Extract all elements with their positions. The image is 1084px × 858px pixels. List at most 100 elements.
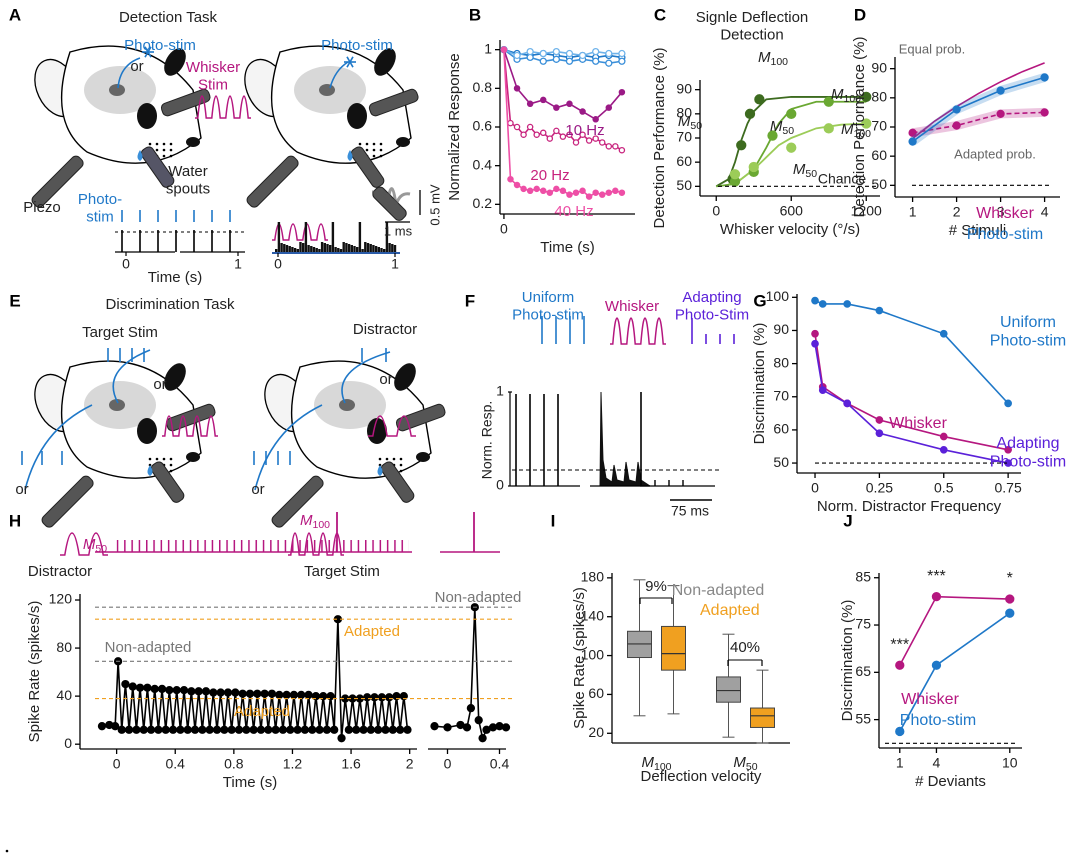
data-point (540, 129, 547, 137)
series-line (814, 333, 1009, 451)
x-tick-label: 3 (997, 204, 1005, 220)
data-point (875, 416, 884, 424)
panel-letter: J (843, 511, 852, 530)
y-tick-label: 80 (871, 89, 887, 105)
data-point (231, 688, 240, 697)
data-point (293, 725, 302, 734)
psth-bar (285, 245, 289, 252)
whisker-dot (169, 469, 173, 473)
data-point (264, 725, 273, 734)
x-tick-label: 0.25 (866, 480, 893, 496)
y-tick-label: 60 (588, 685, 604, 701)
whisker-dot (399, 469, 403, 473)
whisker-dot (169, 457, 173, 461)
light-burst (144, 46, 149, 53)
y-axis-label: Discrimination (%) (839, 600, 856, 722)
data-point (744, 108, 756, 119)
legend-label: Whisker (976, 205, 1034, 222)
psth-bar (388, 243, 391, 252)
mouse-nose (186, 137, 200, 147)
whisker-dot (148, 142, 152, 146)
x-tick-label: 0 (712, 203, 720, 219)
data-point (500, 46, 508, 53)
data-point (304, 690, 313, 700)
label: 1 (391, 256, 399, 272)
data-point (786, 142, 797, 153)
y-tick-label: 60 (773, 421, 789, 437)
data-point (931, 660, 942, 670)
series-label: Adapting Photo-stim (990, 435, 1066, 470)
data-point (462, 723, 472, 732)
whisker-dot (372, 142, 376, 146)
whisker-dot (385, 457, 389, 461)
panel-letter: F (465, 291, 475, 310)
data-point (443, 723, 452, 732)
y-axis-label: Detection Performance (%) (851, 37, 868, 218)
whisker-waveform (195, 95, 251, 119)
y-tick-label: 120 (49, 591, 73, 607)
data-point (326, 691, 335, 701)
label-main: M (770, 118, 783, 135)
label: Distractor (28, 563, 92, 580)
data-point (996, 109, 1005, 119)
annotation: M50 (770, 118, 794, 137)
device (41, 475, 94, 528)
data-point (539, 49, 547, 58)
label-sub: 100 (654, 761, 672, 773)
data-point (526, 187, 534, 195)
data-point (377, 693, 386, 702)
y-tick-label: 50 (871, 176, 887, 192)
psth-bar (358, 222, 362, 252)
data-point (513, 123, 521, 131)
data-point (1004, 399, 1012, 408)
y-tick-label: 90 (773, 321, 789, 337)
psth-bar (339, 249, 343, 252)
data-point (513, 51, 521, 60)
legend-label: Photo-stim (900, 712, 976, 729)
chance-label: Chance (818, 171, 866, 187)
data-point (286, 725, 295, 734)
light-burst (349, 61, 354, 68)
data-point (363, 693, 372, 702)
y-tick-label: 65 (855, 663, 871, 679)
series-line (899, 595, 1010, 666)
data-point (585, 193, 593, 200)
data-point (533, 131, 540, 138)
psth-bar (383, 249, 386, 252)
data-point (370, 693, 379, 702)
data-point (618, 189, 626, 196)
data-point (242, 725, 251, 734)
psth-bar (356, 247, 359, 252)
model-curve (912, 62, 1045, 140)
data-point (275, 690, 284, 700)
data-point (823, 96, 834, 107)
psth-bar (318, 249, 321, 252)
data-point (875, 429, 884, 438)
data-point (315, 725, 324, 734)
x-axis-label: # Stimuli (949, 222, 1007, 239)
optic-fiber (24, 404, 93, 491)
whisker-dot (372, 148, 376, 152)
label: Detection Task (119, 9, 218, 26)
data-point (553, 104, 560, 111)
data-point (540, 187, 547, 195)
label: or (251, 481, 264, 498)
label: 1 (496, 383, 504, 399)
data-point (507, 119, 514, 127)
data-point (135, 683, 145, 692)
panel-letter: A (9, 5, 21, 24)
data-point (117, 725, 126, 734)
data-point (592, 116, 599, 123)
data-point (260, 689, 269, 698)
data-point (908, 128, 917, 137)
optic-fiber (112, 349, 151, 404)
y-tick-label: 70 (676, 129, 692, 145)
y-tick-label: 80 (676, 105, 692, 121)
series-line (503, 48, 622, 57)
data-point (205, 725, 214, 734)
data-point (540, 96, 547, 104)
x-tick-label: 0.8 (224, 756, 244, 772)
label: 1 ms (384, 223, 413, 238)
data-point (1005, 594, 1015, 604)
